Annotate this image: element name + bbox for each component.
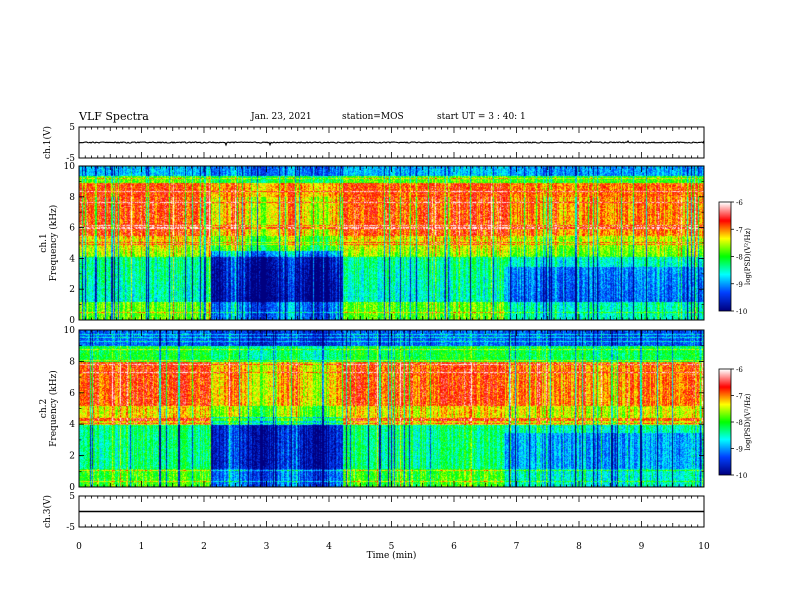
panel-3-ytick: 10 (64, 326, 76, 336)
colorbar-1-tick: -9 (736, 281, 743, 289)
colorbar-2-tick: -6 (736, 366, 743, 374)
x-tick-label: 4 (326, 542, 332, 552)
panel-2-ylabel: ch.1 (39, 233, 49, 252)
panel-3-ylabel: Frequency (kHz) (48, 370, 59, 447)
x-tick-label: 5 (389, 542, 395, 552)
colorbar-1-tick: -8 (736, 254, 743, 262)
panel-3-ylabel: ch.2 (39, 399, 49, 418)
panel-4-ytick: 5 (69, 492, 75, 502)
panel-1-ytick: -5 (66, 154, 75, 164)
chart-title: VLF Spectra (79, 110, 149, 123)
ch1-waveform-trace (78, 139, 705, 147)
panel-3-ytick: 0 (69, 483, 75, 493)
panel-2-ytick: 6 (69, 224, 75, 234)
colorbar-2 (719, 369, 731, 475)
panel-3-ytick: 4 (69, 420, 75, 430)
panel-2-ytick: 4 (69, 254, 75, 264)
date-label: Jan. 23, 2021 (251, 112, 312, 122)
start-time-label: start UT = 3 : 40: 1 (437, 112, 526, 122)
panel-3-ytick: 8 (69, 357, 75, 367)
panel-4-ytick: -5 (66, 523, 75, 533)
panel-1-ytick: 5 (69, 123, 75, 133)
panel-3-ytick: 2 (69, 452, 75, 462)
x-tick-label: 8 (576, 542, 582, 552)
panel-2-ytick: 0 (69, 316, 75, 326)
colorbar-1-tick: -7 (736, 226, 743, 234)
colorbar-2-tick: -7 (736, 393, 743, 401)
station-label: station=MOS (342, 112, 404, 122)
x-tick-label: 9 (639, 542, 645, 552)
x-tick-label: 7 (514, 542, 520, 552)
colorbar-2-label: log(PSD)(V²/Hz) (744, 393, 752, 450)
panel-2-ytick: 8 (69, 193, 75, 203)
colorbar-2-tick: -10 (736, 472, 747, 480)
colorbar-1-tick: -10 (736, 308, 747, 316)
x-tick-label: 2 (201, 542, 207, 552)
x-tick-label: 0 (76, 542, 82, 552)
panel-3-ytick: 6 (69, 389, 75, 399)
x-axis-label: Time (min) (367, 550, 417, 561)
colorbar-1-label: log(PSD)(V²/Hz) (744, 228, 752, 285)
panel-1-ylabel: ch.1(V) (42, 126, 53, 159)
colorbar-1 (719, 202, 731, 311)
panel-2-ylabel: Frequency (kHz) (48, 205, 59, 282)
x-tick-label: 10 (698, 542, 710, 552)
x-tick-label: 1 (139, 542, 145, 552)
x-tick-label: 6 (451, 542, 457, 552)
colorbar-2-tick: -9 (736, 446, 743, 454)
colorbar-2-tick: -8 (736, 419, 743, 427)
panel-4-ylabel: ch.3(V) (42, 495, 53, 528)
x-tick-label: 3 (264, 542, 270, 552)
panel-2-ytick: 10 (64, 162, 76, 172)
colorbar-1-tick: -6 (736, 199, 743, 207)
ch2-spectrogram (79, 330, 704, 487)
panel-2-ytick: 2 (69, 285, 75, 295)
ch1-spectrogram (79, 166, 704, 320)
